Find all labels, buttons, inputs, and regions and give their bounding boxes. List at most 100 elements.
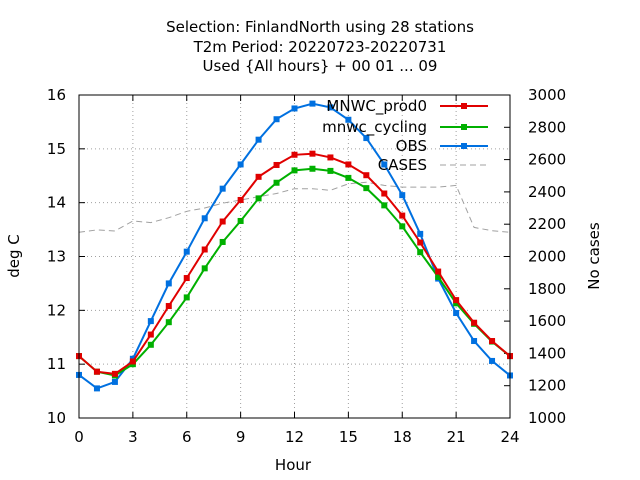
chart-title: Selection: FinlandNorth using 28 station… xyxy=(166,18,474,75)
y-tick-label: 16 xyxy=(47,86,66,104)
data-point xyxy=(93,385,100,392)
y2-tick-label: 1400 xyxy=(528,344,566,362)
data-point xyxy=(201,246,208,253)
title-line-1: Selection: FinlandNorth using 28 station… xyxy=(166,18,474,36)
legend-label: CASES xyxy=(378,156,427,174)
x-tick-label: 15 xyxy=(339,428,358,446)
y2-tick-label: 2000 xyxy=(528,248,566,266)
legend-label: mnwc_cycling xyxy=(322,118,427,137)
legend-marker xyxy=(461,103,467,109)
data-point xyxy=(183,275,190,282)
data-point xyxy=(453,310,460,317)
data-point xyxy=(417,239,424,246)
data-point xyxy=(381,202,388,209)
y-tick-label: 11 xyxy=(47,355,66,373)
data-point xyxy=(381,190,388,197)
data-point xyxy=(201,215,208,222)
data-point xyxy=(147,331,154,338)
y-axis-ticks: 10 11 12 13 14 15 16 xyxy=(47,86,85,427)
x-tick-label: 3 xyxy=(128,428,138,446)
data-point xyxy=(273,179,280,186)
x-axis-ticks: 0 3 6 9 12 15 18 21 24 xyxy=(74,95,520,446)
y-tick-label: 13 xyxy=(47,248,66,266)
data-point xyxy=(237,196,244,203)
data-point xyxy=(255,173,262,180)
legend-label: MNWC_prod0 xyxy=(326,97,427,116)
data-point xyxy=(399,192,406,199)
data-point xyxy=(435,268,442,275)
data-point xyxy=(327,167,334,174)
x-axis-label: Hour xyxy=(275,456,312,474)
data-point xyxy=(453,300,460,307)
series-cases xyxy=(78,181,511,233)
x-tick-label: 21 xyxy=(447,428,466,446)
y2-tick-label: 3000 xyxy=(528,86,566,104)
y-tick-label: 12 xyxy=(47,301,66,319)
data-point xyxy=(255,195,262,202)
y-tick-label: 10 xyxy=(47,409,66,427)
data-point xyxy=(291,167,298,174)
y2-tick-label: 2800 xyxy=(528,118,566,136)
data-point xyxy=(129,358,136,365)
data-point xyxy=(489,338,496,345)
data-point xyxy=(309,150,316,157)
data-point xyxy=(165,303,172,310)
y2-tick-label: 2200 xyxy=(528,215,566,233)
data-point xyxy=(219,218,226,225)
y2-tick-label: 1800 xyxy=(528,280,566,298)
data-point xyxy=(237,161,244,168)
y2-axis-ticks: 1000 1200 1400 1600 1800 2000 2200 2400 2600 2800… xyxy=(504,86,566,427)
x-tick-label: 24 xyxy=(500,428,519,446)
x-tick-label: 6 xyxy=(182,428,192,446)
x-tick-label: 0 xyxy=(74,428,84,446)
title-line-3: Used {All hours} + 00 01 ... 09 xyxy=(203,57,438,75)
legend-marker xyxy=(461,124,467,130)
data-point xyxy=(381,161,388,168)
data-point xyxy=(183,248,190,255)
data-point xyxy=(93,368,100,375)
series-layer xyxy=(76,100,513,392)
data-point xyxy=(237,217,244,224)
y2-axis-label: No cases xyxy=(585,222,603,290)
data-point xyxy=(219,238,226,245)
y2-tick-label: 1000 xyxy=(528,409,566,427)
data-point xyxy=(291,151,298,158)
data-point xyxy=(327,154,334,161)
data-point xyxy=(345,161,352,168)
legend-marker xyxy=(461,143,467,149)
data-point xyxy=(309,100,316,107)
series-mnwc-cycling xyxy=(76,165,513,379)
y2-tick-label: 2400 xyxy=(528,183,566,201)
y-tick-label: 14 xyxy=(47,194,66,212)
data-point xyxy=(417,230,424,237)
data-point xyxy=(165,280,172,287)
data-point xyxy=(183,294,190,301)
x-tick-label: 9 xyxy=(236,428,246,446)
data-point xyxy=(111,378,118,385)
data-point xyxy=(201,265,208,272)
grid xyxy=(79,95,510,418)
data-point xyxy=(471,338,478,345)
data-point xyxy=(291,105,298,112)
data-point xyxy=(399,223,406,230)
data-point xyxy=(345,116,352,123)
data-point xyxy=(273,161,280,168)
y2-tick-label: 2600 xyxy=(528,151,566,169)
data-point xyxy=(309,165,316,172)
plot-frame xyxy=(78,94,511,419)
data-point xyxy=(453,297,460,304)
data-point xyxy=(165,319,172,326)
x-tick-label: 18 xyxy=(393,428,412,446)
y2-tick-label: 1200 xyxy=(528,377,566,395)
data-point xyxy=(363,135,370,142)
data-point xyxy=(363,172,370,179)
y-tick-label: 15 xyxy=(47,140,66,158)
x-tick-label: 12 xyxy=(285,428,304,446)
y2-tick-label: 1600 xyxy=(528,312,566,330)
data-point xyxy=(399,212,406,219)
data-point xyxy=(255,136,262,143)
data-point xyxy=(327,104,334,111)
data-point xyxy=(435,273,442,280)
